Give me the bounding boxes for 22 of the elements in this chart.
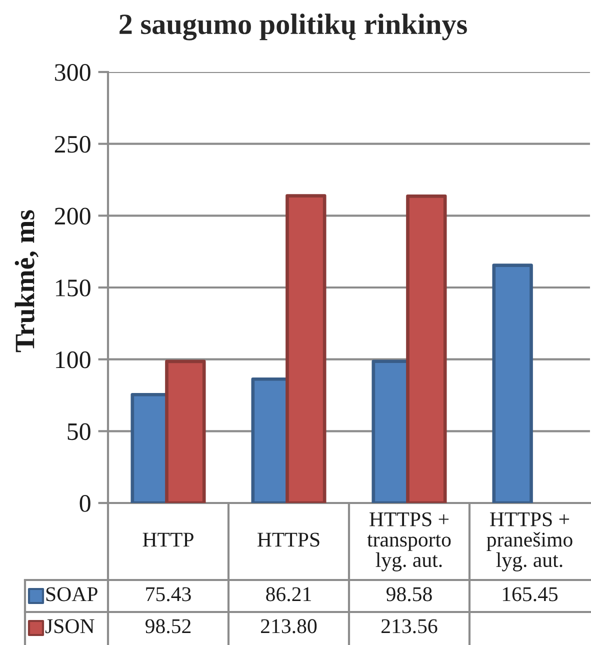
x-tick-label: HTTPS [258,532,320,547]
data-label: 75.43 [146,587,191,602]
y-tick-label: 0 [80,495,90,512]
y-tick-label: 100 [56,351,90,368]
y-tick-label: 200 [54,208,90,225]
x-tick-label: HTTPS + pranešimo lyg. aut. [486,512,572,572]
data-label: 98.58 [386,587,432,602]
y-tick-label: 50 [68,423,90,440]
data-label: 165.45 [502,587,558,602]
y-tick-label: 300 [55,64,90,81]
data-label: 98.52 [145,619,191,634]
legend-label: JSON [45,619,94,634]
y-axis-title: Trukmė, ms [14,210,38,352]
data-label: 213.56 [382,619,438,634]
y-tick-label: 250 [54,136,90,153]
x-tick-label: HTTPS + transporto lyg. aut. [367,512,451,572]
data-label: 213.80 [261,619,317,634]
x-tick-label: HTTP [142,532,194,547]
chart-title: 2 saugumo politikų rinkinys [120,14,467,40]
data-label: 86.21 [266,587,311,602]
legend-label: SOAP [46,587,98,602]
y-tick-label: 150 [56,280,90,296]
